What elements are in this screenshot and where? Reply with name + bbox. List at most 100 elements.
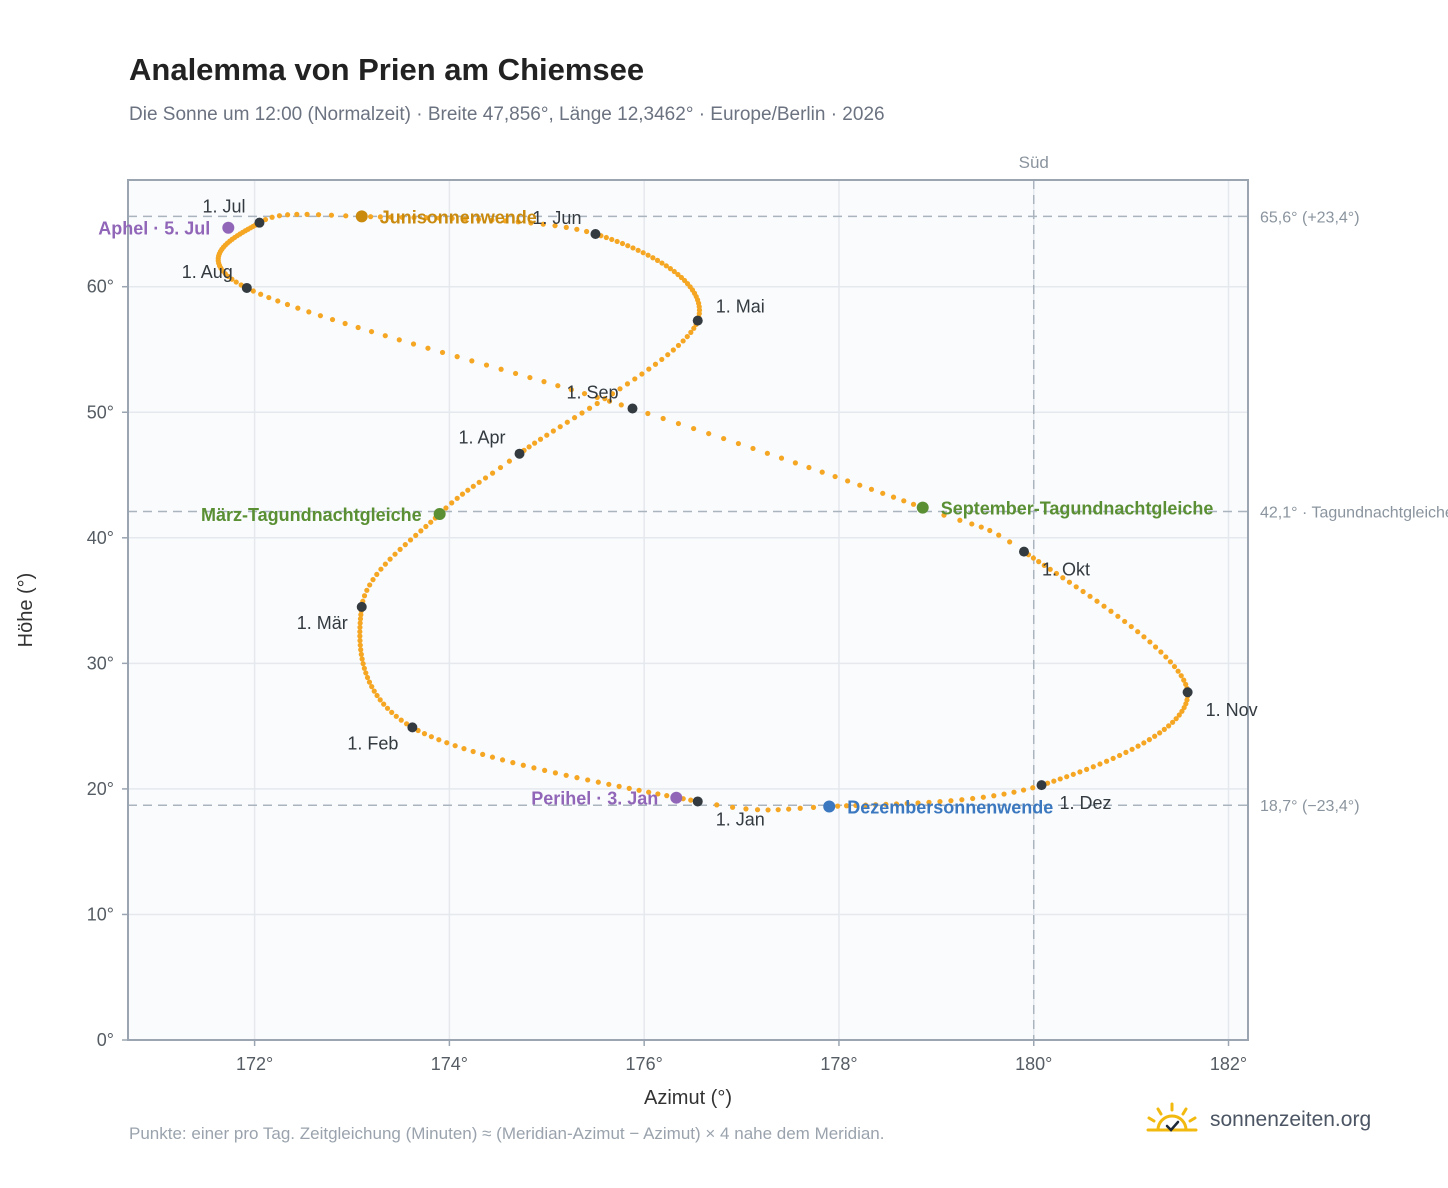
daily-sun-point	[328, 212, 335, 218]
sun-check-icon	[1146, 1102, 1198, 1132]
daily-sun-point	[444, 740, 450, 746]
daily-sun-point	[374, 571, 380, 577]
daily-sun-point	[483, 362, 490, 368]
daily-sun-point	[585, 777, 591, 783]
daily-sun-point	[1110, 755, 1116, 761]
daily-sun-point	[370, 577, 376, 583]
month-marker	[1182, 687, 1193, 698]
daily-sun-point	[358, 647, 364, 653]
daily-sun-point	[269, 214, 275, 220]
analemma-curve	[215, 211, 1191, 813]
daily-sun-point	[659, 260, 665, 266]
event-marker	[222, 221, 235, 234]
daily-sun-point	[792, 460, 798, 466]
daily-sun-point	[266, 294, 272, 301]
daily-sun-point	[667, 266, 673, 272]
month-label: 1. Jan	[716, 809, 765, 829]
daily-sun-point	[1036, 559, 1042, 565]
daily-sun-point	[980, 794, 986, 800]
month-label: 1. Jul	[202, 197, 245, 217]
daily-sun-point	[564, 419, 570, 425]
x-tick-label: 178°	[820, 1054, 857, 1074]
daily-sun-point	[660, 415, 666, 422]
daily-sun-point	[1129, 746, 1135, 752]
event-label: Perihel · 3. Jan	[531, 789, 658, 809]
daily-sun-point	[342, 320, 348, 327]
daily-sun-point	[797, 805, 803, 811]
event-marker	[916, 501, 929, 514]
daily-sun-point	[675, 271, 681, 278]
daily-sun-point	[1161, 726, 1167, 732]
daily-sun-point	[1158, 649, 1164, 655]
daily-sun-point	[639, 371, 645, 377]
daily-sun-point	[1001, 791, 1007, 797]
daily-sun-point	[555, 383, 561, 389]
daily-sun-point	[520, 762, 526, 768]
daily-sun-point	[392, 551, 398, 557]
daily-sun-point	[1094, 598, 1100, 604]
daily-sun-point	[358, 651, 364, 657]
x-tick-label: 174°	[431, 1054, 468, 1074]
daily-sun-point	[646, 789, 652, 795]
event-label: Junisonnenwende	[380, 207, 537, 227]
month-marker	[692, 315, 703, 326]
daily-sun-point	[1115, 613, 1121, 619]
daily-sun-point	[675, 420, 682, 427]
daily-sun-point	[1097, 761, 1103, 767]
daily-sun-point	[361, 593, 368, 599]
daily-sun-point	[357, 624, 363, 630]
daily-sun-point	[1047, 566, 1053, 572]
daily-sun-point	[374, 692, 380, 699]
daily-sun-point	[285, 212, 291, 218]
reference-line-label: 65,6° (+23,4°)	[1260, 209, 1360, 226]
daily-sun-point	[1030, 785, 1036, 791]
reference-line-label: 42,1° · Tagundnachtgleiche	[1260, 504, 1448, 521]
daily-sun-point	[428, 519, 434, 525]
daily-sun-point	[665, 352, 671, 358]
y-axis-ticks: 0° 10° 20° 30° 40° 50° 60°	[87, 277, 128, 1050]
daily-sun-point	[957, 517, 963, 523]
x-tick-label: 176°	[626, 1054, 663, 1074]
month-marker	[241, 282, 252, 293]
daily-sun-point	[901, 498, 907, 504]
daily-sun-point	[1147, 639, 1153, 645]
daily-sun-point	[304, 211, 310, 217]
event-marker	[670, 791, 683, 804]
daily-sun-point	[423, 523, 429, 530]
daily-sun-point	[389, 709, 395, 715]
daily-sun-point	[452, 743, 458, 749]
daily-sun-point	[250, 288, 256, 294]
daily-sun-point	[645, 252, 651, 258]
daily-sun-point	[706, 430, 712, 437]
daily-sun-point	[609, 236, 615, 243]
daily-sun-point	[537, 436, 544, 442]
daily-sun-point	[853, 802, 859, 809]
daily-sun-point	[1141, 740, 1147, 746]
daily-sun-point	[568, 387, 574, 393]
daily-sun-point	[810, 804, 817, 810]
daily-sun-point	[1122, 618, 1128, 625]
daily-sun-point	[1163, 654, 1169, 660]
daily-sun-point	[489, 470, 496, 476]
daily-sun-point	[360, 661, 366, 667]
daily-sun-point	[948, 798, 954, 804]
daily-sun-point	[378, 566, 384, 572]
daily-sun-point	[357, 642, 363, 648]
daily-sun-point	[626, 785, 632, 791]
daily-sun-point	[1183, 681, 1189, 687]
daily-sun-point	[574, 775, 580, 781]
event-label: Dezembersonnenwende	[847, 797, 1053, 817]
daily-sun-point	[1030, 555, 1036, 561]
daily-sun-point	[294, 211, 300, 217]
y-tick-label: 10°	[87, 904, 114, 924]
daily-sun-point	[381, 701, 387, 707]
daily-sun-point	[1181, 704, 1187, 711]
daily-sun-point	[454, 495, 460, 501]
daily-sun-point	[502, 218, 508, 224]
daily-sun-point	[364, 674, 371, 681]
daily-sun-point	[616, 783, 622, 789]
daily-sun-point	[396, 337, 402, 343]
daily-sun-point	[688, 329, 694, 335]
daily-sun-point	[449, 215, 455, 222]
daily-sun-point	[617, 386, 623, 392]
